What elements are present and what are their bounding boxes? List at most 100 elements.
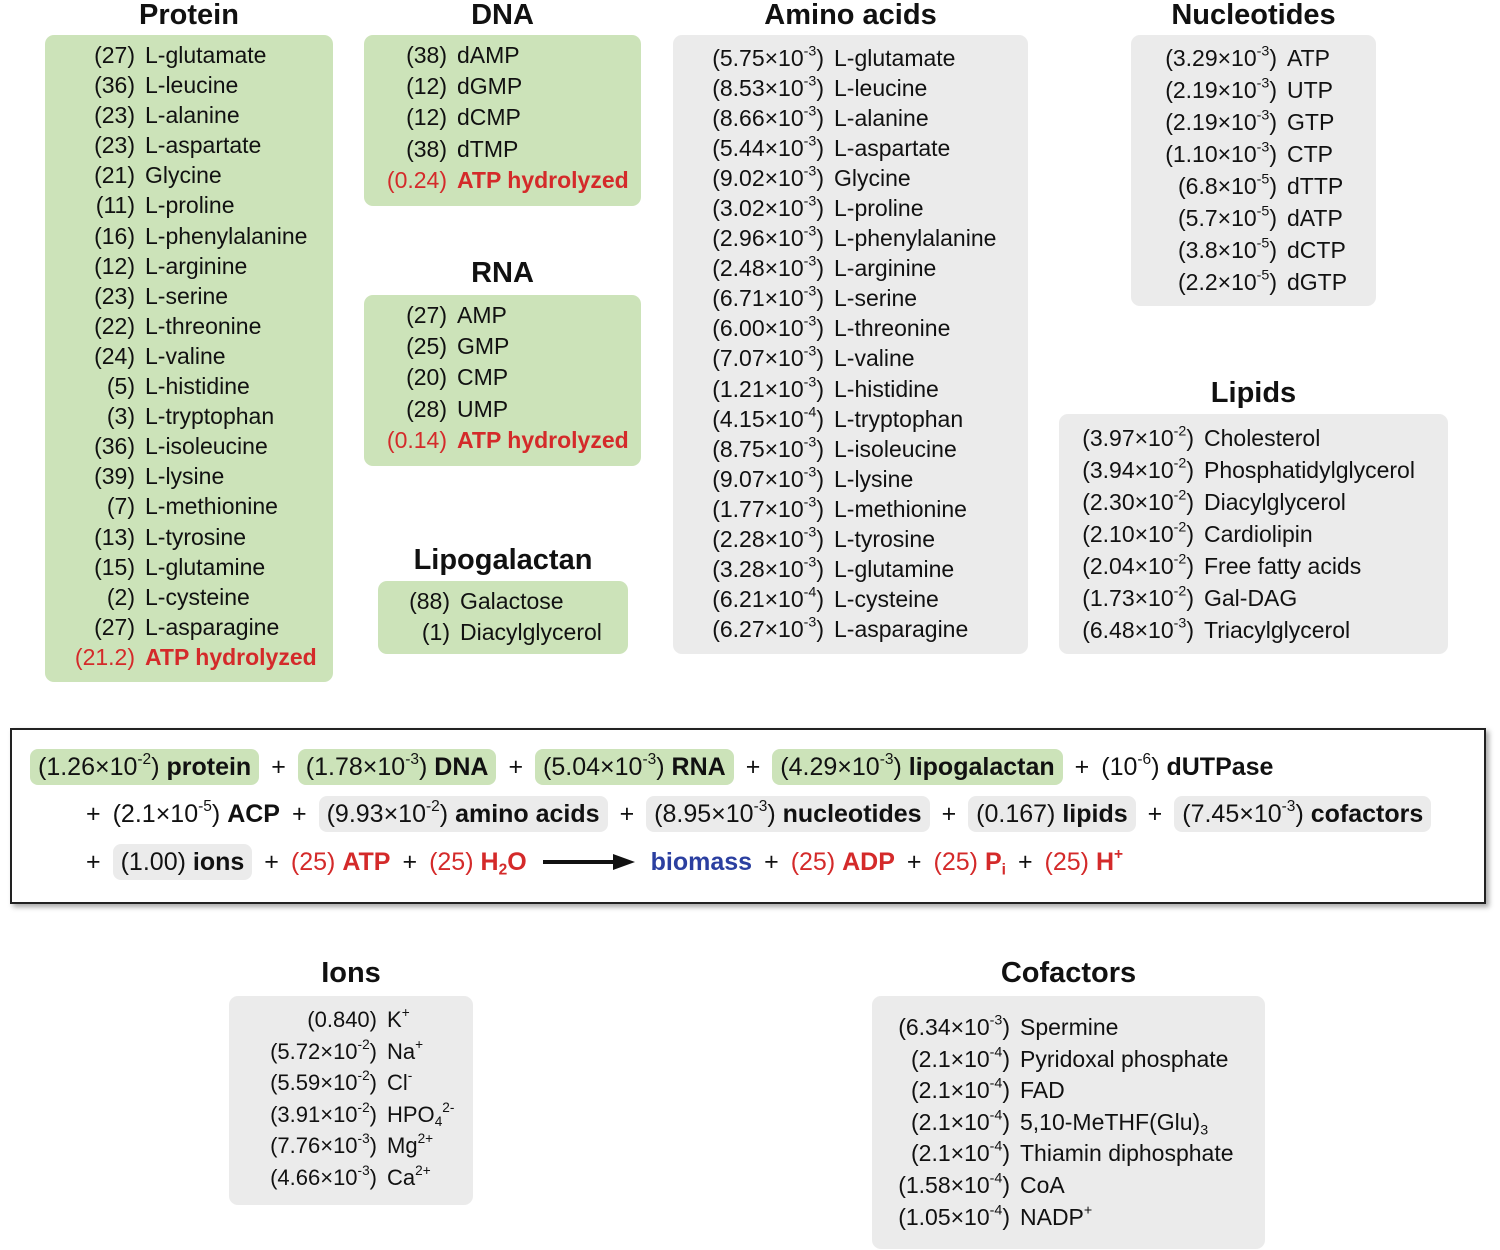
coefficient: (12) (94, 252, 135, 279)
coefficient: (3.28×10-3) (673, 554, 834, 584)
coefficient-exponent: -4 (989, 1107, 1003, 1124)
biomass-equation: (1.26×10-2) protein + (1.78×10-3) DNA + (5.0… (10, 728, 1486, 904)
species-name-text: L-methionine (834, 495, 967, 522)
coefficient: (1.58×10-4) (872, 1170, 1020, 1202)
species-name-tail: O (507, 848, 527, 876)
nucleotides-row: (1.10×10-3) CTP (1131, 138, 1376, 170)
coefficient-mantissa: (4.15×10 (712, 405, 804, 432)
coefficient: (16) (94, 222, 135, 249)
coefficient-mantissa: (2.1×10 (112, 800, 199, 828)
species-name-text: dCTP (1287, 237, 1346, 263)
species-name-text: L-histidine (834, 375, 939, 402)
component-name: RNA (671, 753, 726, 781)
coefficient-close: ) (816, 285, 824, 312)
coefficient: (3.91×10-2) (229, 1099, 387, 1131)
nucleotides-row: (2.19×10-3) GTP (1131, 106, 1376, 138)
dna-title: DNA (471, 0, 534, 31)
component-name: nucleotides (782, 800, 922, 828)
dna-row: (12) dGMP (364, 71, 641, 102)
coefficient: (6.00×10-3) (673, 313, 834, 343)
species-name: Pi (985, 848, 1006, 879)
coefficient-mantissa: (3.28×10 (712, 555, 804, 582)
coefficient: (12) (406, 73, 447, 100)
cofactors-row: (1.58×10-4) CoA (872, 1170, 1265, 1202)
species-name-text: K (387, 1007, 402, 1032)
species-name: L-tyrosine (145, 523, 246, 550)
species-name: L-threonine (834, 313, 950, 343)
ions-row: (0.840) K+ (229, 1004, 473, 1036)
coefficient: (1.05×10-4) (872, 1202, 1020, 1234)
rna-row: (28) UMP (364, 394, 641, 425)
amino_acids-row: (6.27×10-3) L-asparagine (673, 614, 1028, 644)
component-name: ions (192, 848, 245, 876)
coefficient-mantissa: (6.48×10 (1082, 617, 1174, 643)
protein-row: (21) Glycine (45, 160, 333, 190)
coefficient-exponent: -3 (753, 797, 768, 815)
dna-row: (38) dAMP (364, 40, 641, 71)
cofactors-list: (6.34×10-3) Spermine (2.1×10-4) Pyridoxal p… (872, 1012, 1265, 1233)
coefficient-close: ) (656, 753, 665, 781)
coefficient: (2.1×10-4) (872, 1138, 1020, 1170)
plus-sign: + (941, 800, 957, 828)
coefficient-exponent: -2 (357, 1068, 370, 1084)
coefficient: (0.840) (229, 1004, 387, 1036)
amino_acids-row: (2.96×10-3) L-phenylalanine (673, 223, 1028, 253)
coefficient-mantissa: (1.73×10 (1082, 585, 1174, 611)
species-name: Glycine (145, 162, 222, 189)
coefficient-mantissa: (8.75×10 (712, 435, 804, 462)
species-name-text: L-proline (834, 195, 924, 222)
coefficient-close: ) (1269, 45, 1277, 71)
species-name: L-proline (145, 192, 235, 219)
reactant-term: (25) Pi (934, 843, 1006, 881)
coefficient: (2.1×10-4) (872, 1107, 1020, 1139)
coefficient-mantissa: (5.59×10 (270, 1070, 358, 1095)
coefficient: (7.07×10-3) (673, 343, 834, 373)
coefficient-mantissa: (2.1×10 (911, 1108, 990, 1135)
amino-acids-box: (5.75×10-3) L-glutamate (8.53×10-3) L-leuci… (673, 35, 1028, 654)
coefficient-exponent: -3 (803, 43, 817, 60)
coefficient-exponent: -5 (1256, 203, 1270, 220)
coefficient-exponent: -3 (803, 524, 817, 541)
coefficient-close: ) (816, 585, 824, 612)
species-name-text: Pyridoxal phosphate (1020, 1045, 1229, 1072)
species-subscript: i (1001, 861, 1006, 879)
coefficient: (25) (429, 848, 474, 876)
species-name-text: dTTP (1287, 173, 1344, 199)
coefficient: (4.66×10-3) (229, 1162, 387, 1194)
amino_acids-row: (9.07×10-3) L-lysine (673, 464, 1028, 494)
protein-row: (22) L-threonine (45, 311, 333, 341)
coefficient-exponent: -5 (1256, 267, 1270, 284)
coefficient-exponent: -3 (803, 224, 817, 241)
component-name: cofactors (1310, 800, 1424, 828)
coefficient-exponent: -3 (803, 554, 817, 571)
lipogalactan-row: (1) Diacylglycerol (378, 617, 628, 648)
species-name-text: FAD (1020, 1077, 1065, 1104)
coefficient-exponent: -2 (1173, 583, 1187, 600)
coefficient: (1.26×10-2) (38, 752, 160, 781)
coefficient-mantissa: (2.04×10 (1082, 553, 1174, 579)
lipids-term: (0.167) lipids (968, 796, 1136, 832)
coefficient: (7) (106, 493, 135, 520)
species-name: L-histidine (834, 374, 939, 404)
coefficient: (27) (406, 302, 447, 328)
coefficient-mantissa: (6.21×10 (712, 585, 804, 612)
component-name: dUTPase (1166, 753, 1274, 781)
species-name-text: Cholesterol (1204, 425, 1321, 451)
coefficient-exponent: -3 (803, 193, 817, 210)
species-name-text: L-aspartate (834, 135, 951, 162)
coefficient: (2.30×10-2) (1059, 486, 1204, 518)
coefficient-exponent: -3 (803, 73, 817, 90)
coefficient: (21) (94, 162, 135, 189)
coefficient: (9.07×10-3) (673, 464, 834, 494)
species-name: L-alanine (145, 102, 240, 129)
coefficient-close: ) (369, 1133, 377, 1158)
species-name: CMP (457, 364, 509, 391)
coefficient-mantissa: (5.7×10 (1178, 205, 1257, 231)
coefficient-close: ) (1002, 1077, 1010, 1104)
coefficient-close: ) (1151, 753, 1160, 781)
protein-row: (11) L-proline (45, 190, 333, 220)
species-name-text: dGTP (1287, 269, 1348, 295)
coefficient-exponent: -5 (198, 797, 212, 815)
coefficient-close: ) (1269, 237, 1277, 263)
species-name-text: L-valine (834, 345, 915, 372)
